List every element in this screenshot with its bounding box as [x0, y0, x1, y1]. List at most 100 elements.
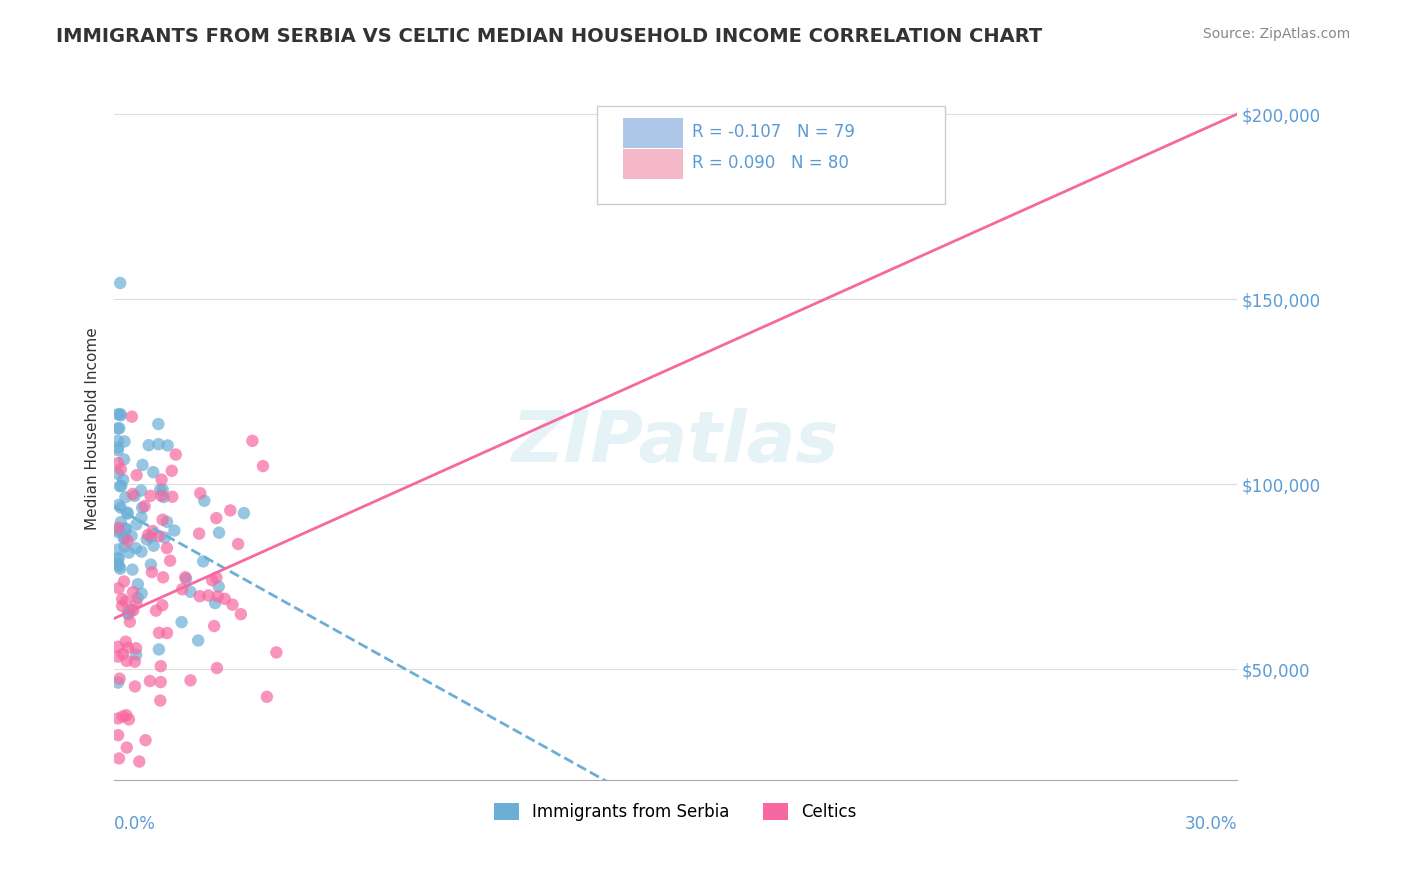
Point [107, 408, 129, 422]
Point [138, 438, 160, 452]
Point [107, 728, 129, 742]
Point [188, 486, 211, 500]
Point [122, 603, 145, 617]
Point [159, 554, 181, 568]
Point [135, 533, 157, 547]
Point [148, 437, 170, 451]
Point [187, 633, 209, 648]
Point [125, 641, 148, 656]
Y-axis label: Median Household Income: Median Household Income [86, 327, 100, 530]
Point [121, 409, 143, 424]
FancyBboxPatch shape [623, 119, 683, 148]
Point [174, 570, 197, 584]
Point [197, 589, 219, 603]
Point [121, 529, 143, 543]
Point [111, 647, 134, 661]
Point [111, 709, 134, 723]
Point [110, 409, 132, 423]
Point [204, 596, 226, 610]
Point [110, 407, 132, 421]
FancyBboxPatch shape [623, 149, 683, 178]
Point [148, 417, 170, 431]
Point [139, 489, 162, 503]
Point [156, 438, 179, 452]
Point [107, 640, 129, 654]
Point [136, 528, 159, 542]
Point [149, 483, 172, 497]
Point [129, 483, 152, 498]
Point [174, 572, 197, 586]
Point [122, 585, 145, 599]
Point [148, 625, 170, 640]
Point [121, 487, 143, 501]
Point [114, 521, 136, 535]
Point [124, 655, 146, 669]
Point [207, 590, 229, 604]
Point [107, 443, 129, 458]
Point [156, 515, 179, 529]
Point [112, 473, 135, 487]
Point [107, 558, 129, 572]
Point [221, 598, 243, 612]
Point [179, 585, 201, 599]
Point [160, 464, 183, 478]
Point [114, 594, 136, 608]
Point [114, 531, 136, 545]
Point [208, 525, 231, 540]
Text: ZIPatlas: ZIPatlas [512, 409, 839, 477]
Point [115, 740, 138, 755]
Point [152, 513, 174, 527]
Point [148, 642, 170, 657]
Point [188, 526, 211, 541]
Point [111, 599, 134, 613]
Point [107, 550, 129, 565]
Point [219, 503, 242, 517]
Point [108, 751, 131, 765]
Point [107, 552, 129, 566]
Point [229, 607, 252, 622]
Point [139, 530, 162, 544]
Point [108, 421, 131, 435]
Point [115, 654, 138, 668]
Point [141, 565, 163, 579]
Point [205, 571, 228, 585]
Point [125, 648, 148, 662]
Point [107, 441, 129, 455]
Point [142, 539, 165, 553]
Point [193, 493, 215, 508]
Point [202, 619, 225, 633]
Point [112, 452, 135, 467]
Point [107, 421, 129, 435]
Point [117, 533, 139, 548]
Point [110, 500, 132, 515]
Point [152, 490, 174, 504]
Point [110, 479, 132, 493]
Point [118, 546, 141, 560]
Point [107, 434, 129, 448]
Point [188, 589, 211, 603]
Point [240, 434, 263, 448]
Point [170, 615, 193, 629]
Point [108, 672, 131, 686]
Point [118, 615, 141, 629]
Point [135, 733, 157, 747]
Point [131, 510, 153, 524]
Point [205, 661, 228, 675]
Point [114, 434, 136, 449]
Point [107, 649, 129, 664]
Text: IMMIGRANTS FROM SERBIA VS CELTIC MEDIAN HOUSEHOLD INCOME CORRELATION CHART: IMMIGRANTS FROM SERBIA VS CELTIC MEDIAN … [56, 27, 1042, 45]
Point [252, 458, 274, 473]
Point [150, 599, 173, 613]
Point [226, 537, 249, 551]
Point [165, 448, 187, 462]
Point [125, 517, 148, 532]
Point [114, 634, 136, 648]
Point [120, 603, 142, 617]
Point [163, 524, 186, 538]
Point [145, 604, 167, 618]
Point [117, 506, 139, 520]
Point [107, 675, 129, 690]
Point [125, 541, 148, 556]
Point [118, 713, 141, 727]
Text: Source: ZipAtlas.com: Source: ZipAtlas.com [1202, 27, 1350, 41]
